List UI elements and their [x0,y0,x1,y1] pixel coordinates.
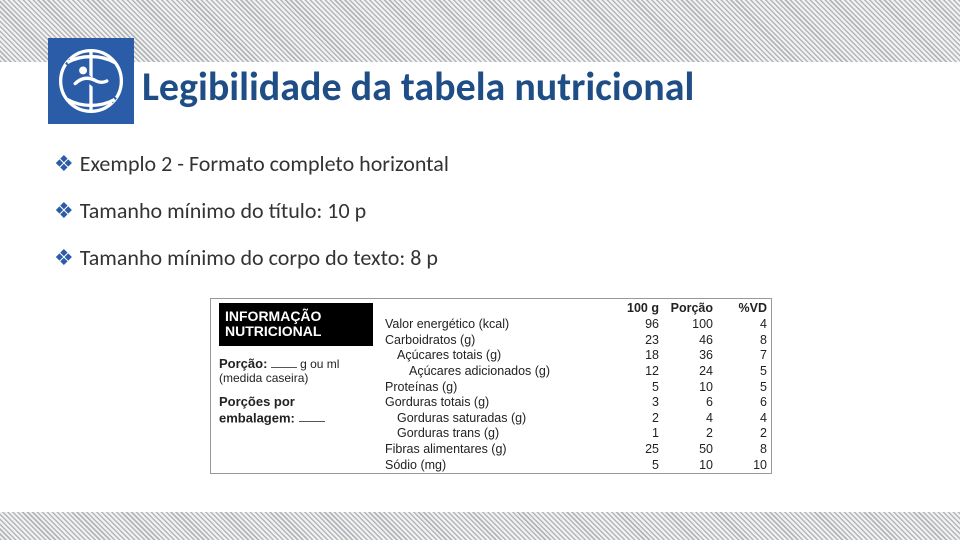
page-title: Legibilidade da tabela nutricional [142,62,694,111]
bullet-item: ❖ Tamanho mínimo do corpo do texto: 8 p [54,244,920,271]
nutrient-value: 8 [717,333,771,349]
nutrient-value: 46 [663,333,717,349]
nutrient-label: Valor energético (kcal) [381,317,609,333]
bullet-item: ❖ Tamanho mínimo do título: 10 p [54,197,920,224]
nutrient-value: 5 [609,380,663,396]
blank-underline [271,356,297,368]
table-header-100g: 100 g [609,299,663,317]
porcoes-por-embalagem: Porções por embalagem: [219,395,373,427]
nutrient-label: Açúcares totais (g) [381,348,609,364]
nutrient-value: 100 [663,317,717,333]
nutrient-value: 8 [717,442,771,458]
nutrient-value: 4 [717,317,771,333]
bullet-text: Exemplo 2 - Formato completo horizontal [80,150,449,177]
diamond-bullet-icon: ❖ [54,153,74,175]
nutrient-value: 18 [609,348,663,364]
badge-line: NUTRICIONAL [225,324,367,339]
nutrient-label: Gorduras saturadas (g) [381,411,609,427]
nutrient-value: 96 [609,317,663,333]
blank-underline [299,410,325,423]
bullet-text: Tamanho mínimo do título: 10 p [80,197,366,224]
table-header-porcao: Porção [663,299,717,317]
bullet-list: ❖ Exemplo 2 - Formato completo horizonta… [54,150,920,291]
porcao-label: Porção: [219,356,267,371]
nutrient-label: Açúcares adicionados (g) [381,364,609,380]
nutrient-value: 24 [663,364,717,380]
nutrient-value: 2 [609,411,663,427]
nutrient-value: 5 [717,364,771,380]
nutrient-value: 3 [609,395,663,411]
bullet-item: ❖ Exemplo 2 - Formato completo horizonta… [54,150,920,177]
nutrient-value: 2 [717,426,771,442]
nutrient-label: Fibras alimentares (g) [381,442,609,458]
nutrient-value: 6 [717,395,771,411]
nutrient-value: 4 [663,411,717,427]
nutrient-value: 6 [663,395,717,411]
porcoes-line: Porções por [219,394,295,409]
logo-icon [58,48,124,114]
nutrient-value: 50 [663,442,717,458]
badge-line: INFORMAÇÃO [225,309,367,324]
porcao-block: Porção: g ou ml (medida caseira) [219,356,373,385]
nutrient-label: Carboidratos (g) [381,333,609,349]
nutrient-value: 12 [609,364,663,380]
info-nutricional-badge: INFORMAÇÃO NUTRICIONAL [219,303,373,346]
porcao-unit: g ou ml [300,357,339,371]
nutrient-label: Gorduras totais (g) [381,395,609,411]
logo-tile [48,38,134,124]
nutrient-value: 25 [609,442,663,458]
diamond-bullet-icon: ❖ [54,247,74,269]
diamond-bullet-icon: ❖ [54,200,74,222]
nutrient-label: Gorduras trans (g) [381,426,609,442]
nutrition-table-left-panel: INFORMAÇÃO NUTRICIONAL Porção: g ou ml (… [211,299,381,473]
nutrient-value: 2 [663,426,717,442]
nutrition-table: INFORMAÇÃO NUTRICIONAL Porção: g ou ml (… [210,298,772,474]
nutrient-value: 10 [663,458,717,474]
table-header-blank [381,299,609,317]
porcao-note: (medida caseira) [219,371,308,385]
top-hatch-band [0,0,960,62]
porcoes-line: embalagem: [219,410,295,425]
bullet-text: Tamanho mínimo do corpo do texto: 8 p [80,244,438,271]
nutrient-value: 5 [609,458,663,474]
nutrient-value: 4 [717,411,771,427]
nutrient-label: Proteínas (g) [381,380,609,396]
nutrient-value: 5 [717,380,771,396]
nutrient-label: Sódio (mg) [381,458,609,474]
table-header-vd: %VD [717,299,771,317]
nutrient-value: 7 [717,348,771,364]
nutrient-value: 1 [609,426,663,442]
nutrient-value: 36 [663,348,717,364]
bottom-hatch-band [0,512,960,540]
nutrient-value: 10 [663,380,717,396]
nutrient-value: 10 [717,458,771,474]
nutrient-value: 23 [609,333,663,349]
nutrition-table-grid: 100 g Porção %VD Valor energético (kcal)… [381,299,771,473]
